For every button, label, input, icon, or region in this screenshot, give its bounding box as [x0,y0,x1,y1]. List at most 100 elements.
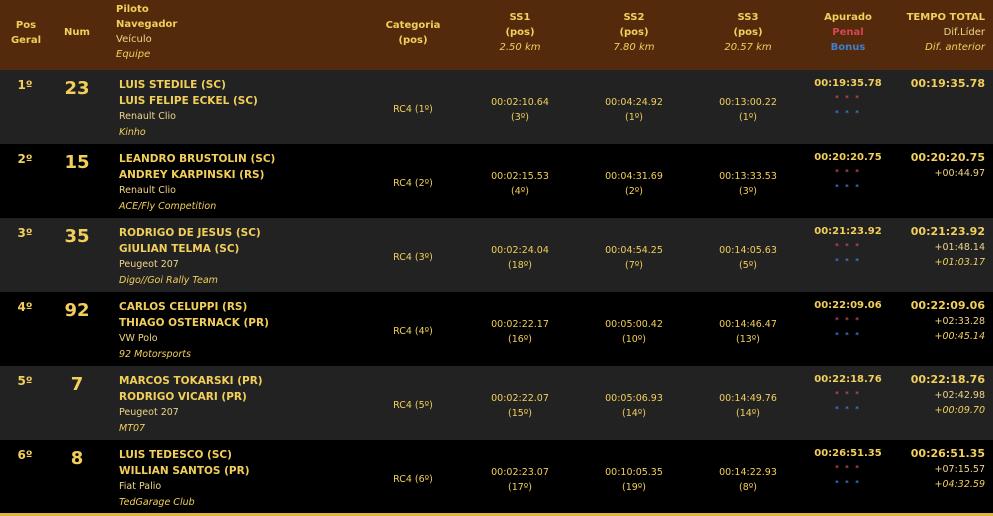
pilot-name: MARCOS TOKARSKI (PR) [119,375,263,387]
category: RC4 (4º) [393,326,433,337]
ss1-cell: 00:02:24.04 (18º) [470,243,570,273]
pilot-name: RODRIGO DE JESUS (SC) [119,227,261,239]
bonus-stars: * * * [835,479,861,487]
position: 3º [17,226,33,240]
crew-info: CARLOS CELUPPI (RS) THIAGO OSTERNACK (PR… [119,300,269,362]
header-equipe: Equipe [116,49,151,60]
results-header: Pos Geral Num Piloto Navegador Veículo E… [0,0,993,70]
penal-stars: * * * [835,316,861,324]
ss-pos: (13º) [736,334,760,345]
ss-pos: (8º) [739,482,757,493]
car-number: 8 [70,448,84,469]
car-number: 92 [64,300,90,321]
vehicle: VW Polo [119,333,158,344]
apurado-cell: 00:26:51.35 * * * * * * [798,446,898,491]
position: 6º [17,448,33,462]
total-time: 00:22:18.76 [910,373,985,386]
ss-pos: (14º) [622,408,646,419]
team: Kinho [119,126,146,138]
header-apurado: Apurado Penal Bonus [798,10,898,55]
ss1-cell: 00:02:23.07 (17º) [470,465,570,495]
ss-time: 00:14:05.63 [719,245,777,256]
crew-info: LUIS TEDESCO (SC) WILLIAN SANTOS (PR) Fi… [119,448,250,510]
ss-time: 00:02:22.17 [491,319,549,330]
ss3-cell: 00:13:00.22 (1º) [698,95,798,125]
ss-time: 00:04:24.92 [605,97,663,108]
apurado-cell: 00:22:18.76 * * * * * * [798,372,898,417]
header-ss2: SS2 (pos) 7.80 km [584,10,684,55]
bonus-stars: * * * [835,257,861,265]
team: 92 Motorsports [119,348,191,360]
penal-label: Penal [832,27,864,38]
apurado-time: 00:20:20.75 [814,152,882,163]
ss2-pos: (pos) [619,27,649,38]
ss-time: 00:14:46.47 [719,319,777,330]
ss2-cell: 00:04:31.69 (2º) [584,169,684,199]
ss-time: 00:13:00.22 [719,97,777,108]
header-pos-line1: Pos [15,20,37,31]
navigator-name: RODRIGO VICARI (PR) [119,390,247,403]
table-row[interactable]: 4º 92 CARLOS CELUPPI (RS) THIAGO OSTERNA… [0,292,993,366]
penal-stars: * * * [835,390,861,398]
dif-lider: +00:44.97 [934,167,985,179]
header-pos: Pos Geral [5,18,47,48]
pilot-name: LUIS STEDILE (SC) [119,79,226,91]
ss1-pos: (pos) [505,27,535,38]
header-pos-line2: Geral [10,35,42,46]
team: Digo//Goi Rally Team [119,274,218,286]
ss2-cell: 00:04:24.92 (1º) [584,95,684,125]
apurado-cell: 00:21:23.92 * * * * * * [798,224,898,269]
ss3-cell: 00:14:49.76 (14º) [698,391,798,421]
ss-pos: (3º) [739,186,757,197]
total-time: 00:21:23.92 [910,225,985,238]
bottom-border [0,513,993,516]
dif-anterior: +00:45.14 [934,331,985,342]
vehicle: Fiat Palio [119,481,162,492]
total-cell: 00:20:20.75 +00:44.97 [911,150,985,181]
pilot-name: CARLOS CELUPPI (RS) [119,301,248,313]
category: RC4 (3º) [393,252,433,263]
table-row[interactable]: 2º 15 LEANDRO BRUSTOLIN (SC) ANDREY KARP… [0,144,993,218]
dif-lider: +07:15.57 [934,463,985,475]
dif-lider-label: Dif.Líder [943,27,985,38]
ss2-cell: 00:04:54.25 (7º) [584,243,684,273]
ss-pos: (10º) [622,334,646,345]
car-number: 7 [70,374,84,395]
table-row[interactable]: 5º 7 MARCOS TOKARSKI (PR) RODRIGO VICARI… [0,366,993,440]
ss-time: 00:05:00.42 [605,319,663,330]
table-row[interactable]: 6º 8 LUIS TEDESCO (SC) WILLIAN SANTOS (P… [0,440,993,514]
crew-info: MARCOS TOKARSKI (PR) RODRIGO VICARI (PR)… [119,374,263,436]
header-total: TEMPO TOTAL Dif.Líder Dif. anterior [907,10,985,55]
header-categoria-line2: (pos) [398,35,428,46]
bonus-stars: * * * [835,405,861,413]
apurado-cell: 00:22:09.06 * * * * * * [798,298,898,343]
ss-pos: (2º) [625,186,643,197]
apurado-time: 00:21:23.92 [814,226,882,237]
ss-time: 00:02:15.53 [491,171,549,182]
apurado-label: Apurado [824,12,872,23]
ss-pos: (4º) [511,186,529,197]
ss3-dist: 20.57 km [724,42,772,53]
vehicle: Renault Clio [119,111,176,122]
total-time: 00:26:51.35 [910,447,985,460]
table-row[interactable]: 1º 23 LUIS STEDILE (SC) LUIS FELIPE ECKE… [0,70,993,144]
bonus-label: Bonus [830,42,866,53]
header-crew: Piloto Navegador Veículo Equipe [116,2,177,62]
vehicle: Peugeot 207 [119,407,179,418]
penal-stars: * * * [835,94,861,102]
ss-time: 00:04:54.25 [605,245,663,256]
ss-pos: (3º) [511,112,529,123]
penal-stars: * * * [835,168,861,176]
ss-time: 00:04:31.69 [605,171,663,182]
table-row[interactable]: 3º 35 RODRIGO DE JESUS (SC) GIULIAN TELM… [0,218,993,292]
ss-pos: (19º) [622,482,646,493]
ss1-cell: 00:02:22.07 (15º) [470,391,570,421]
car-number: 23 [64,78,90,99]
total-time: 00:22:09.06 [910,299,985,312]
ss2-cell: 00:05:00.42 (10º) [584,317,684,347]
ss2-cell: 00:05:06.93 (14º) [584,391,684,421]
total-cell: 00:21:23.92 +01:48.14 +01:03.17 [911,224,985,271]
dif-anterior: +04:32.59 [934,479,985,490]
pilot-name: LEANDRO BRUSTOLIN (SC) [119,153,276,165]
apurado-time: 00:22:09.06 [814,300,882,311]
